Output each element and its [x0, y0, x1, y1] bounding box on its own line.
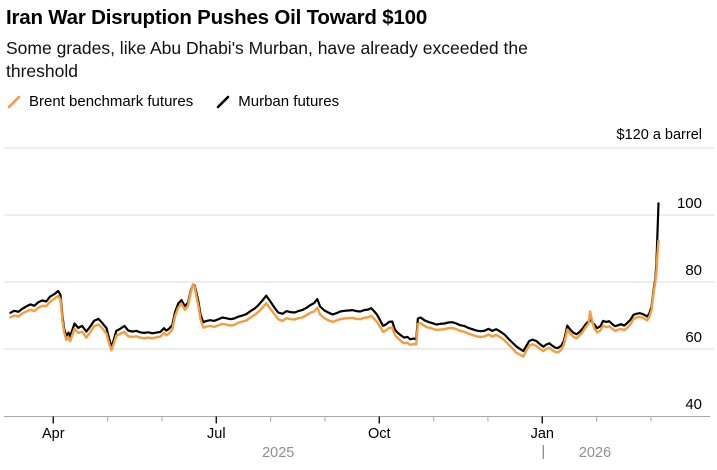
y-tick-label-100: 100 — [677, 195, 702, 212]
x-tick-label-Jul: Jul — [207, 426, 226, 442]
y-tick-label-60: 60 — [685, 329, 702, 346]
murban-line-swatch-icon — [216, 95, 230, 108]
y-tick-label-40: 40 — [685, 396, 702, 413]
year-label-2025: 2025 — [262, 445, 294, 461]
legend-label-murban: Murban futures — [238, 93, 340, 110]
chart-legend: Brent benchmark futures Murban futures — [6, 93, 339, 110]
murban-series-line — [9, 202, 660, 353]
brent-series-line — [9, 239, 660, 358]
x-tick-label-Apr: Apr — [42, 426, 65, 442]
legend-item-brent: Brent benchmark futures — [6, 93, 193, 110]
chart-title: Iran War Disruption Pushes Oil Toward $1… — [6, 6, 428, 29]
y-tick-label-80: 80 — [685, 262, 702, 279]
year-label-2026: 2026 — [579, 445, 611, 461]
chart-subtitle: Some grades, like Abu Dhabi's Murban, ha… — [6, 38, 528, 81]
brent-line-swatch-icon — [7, 95, 21, 108]
y-axis-unit-label: $120 a barrel — [617, 127, 702, 143]
x-tick-label-Oct: Oct — [368, 426, 391, 442]
legend-label-brent: Brent benchmark futures — [29, 93, 194, 110]
x-tick-label-Jan: Jan — [531, 426, 554, 442]
legend-item-murban: Murban futures — [215, 93, 339, 110]
